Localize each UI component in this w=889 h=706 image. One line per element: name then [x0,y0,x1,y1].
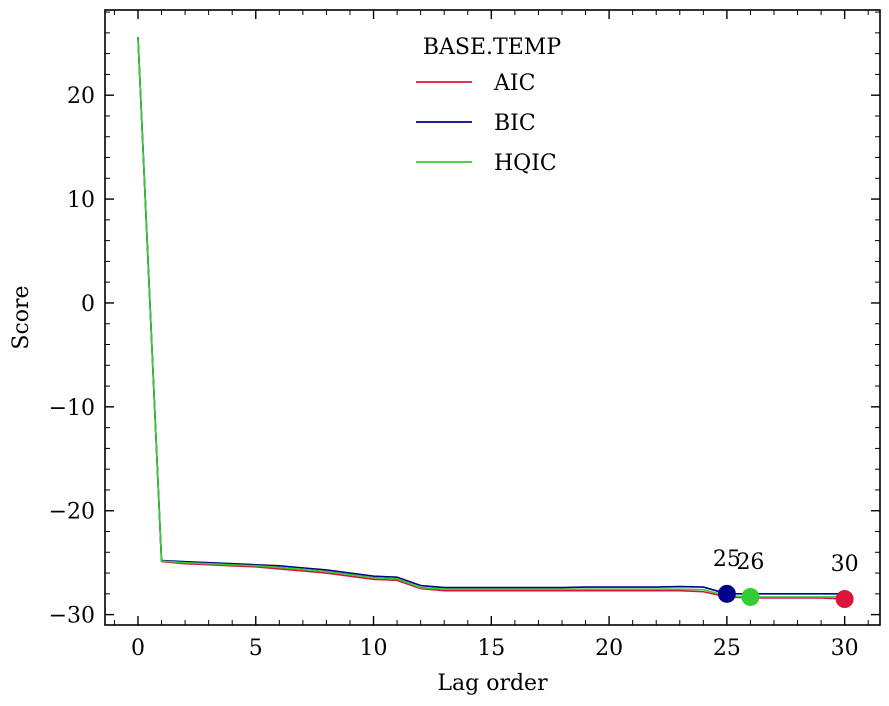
series-line-hqic [137,36,845,598]
ticks-layer: 0 5 10 15 20 25 30 −30 −20 −10 0 10 20 [49,10,880,661]
series-line-aic [137,36,845,600]
y-tick-label: 10 [67,188,95,213]
legend-label-hqic: HQIC [494,151,557,176]
min-marker-aic [835,590,854,609]
min-marker-label-bic: 25 [713,547,741,572]
legend-title: BASE.TEMP [423,35,561,60]
series-layer [137,36,845,600]
x-tick-label: 30 [831,636,859,661]
x-tick-label: 25 [713,636,741,661]
y-tick-label: −10 [49,396,95,421]
x-tick-label: 0 [131,636,145,661]
y-tick-label: −20 [49,500,95,525]
x-tick-label: 15 [477,636,505,661]
x-tick-label: 10 [360,636,388,661]
legend-label-aic: AIC [493,71,535,96]
plot-frame [104,9,881,626]
min-marker-label-aic: 30 [831,552,859,577]
y-tick-label: 0 [81,292,95,317]
x-axis-label: Lag order [437,671,548,696]
min-marker-label-hqic: 26 [736,550,764,575]
min-marker-bic [717,584,736,603]
y-tick-label: 20 [67,84,95,109]
y-tick-label: −30 [49,604,95,629]
x-tick-label: 20 [595,636,623,661]
min-marker-hqic [741,587,760,606]
y-axis-label: Score [9,285,34,349]
legend: BASE.TEMP AIC BIC HQIC [416,35,561,176]
legend-label-bic: BIC [494,111,536,136]
x-tick-label: 5 [249,636,263,661]
series-line-bic [137,36,845,595]
